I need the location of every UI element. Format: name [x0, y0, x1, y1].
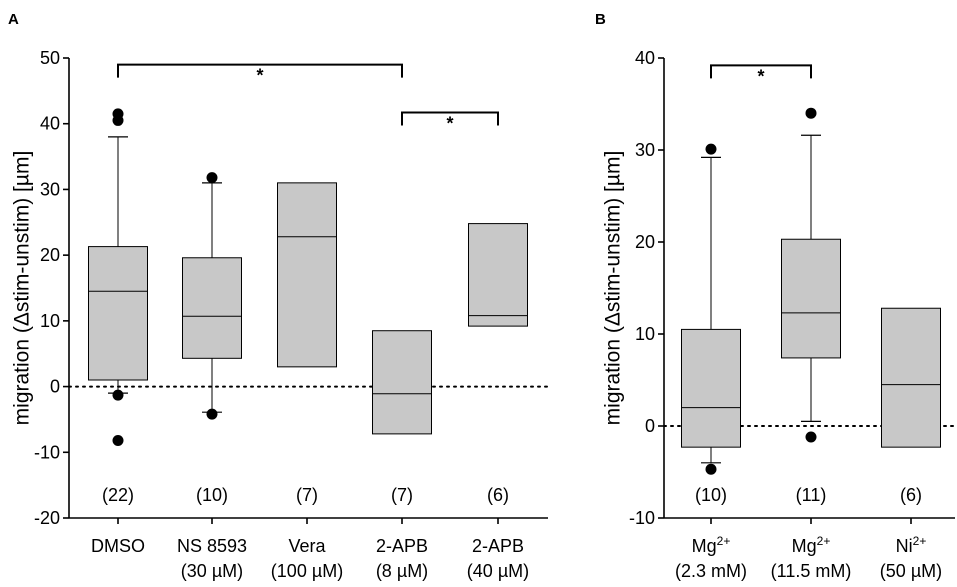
x-tick-label-superscript: 2+	[817, 534, 831, 548]
box	[88, 246, 148, 381]
group-n-label: (10)	[196, 485, 228, 505]
y-tick-label: 50	[40, 48, 60, 68]
group-n-label: (6)	[487, 485, 509, 505]
x-tick-label-sub: (2.3 mM)	[675, 561, 747, 581]
outlier-point	[112, 434, 124, 446]
x-tick-label: 2-APB	[472, 536, 524, 556]
x-tick-label-sub: (8 µM)	[376, 561, 428, 581]
panel-letter: A	[8, 11, 19, 28]
y-tick-label: 20	[40, 245, 60, 265]
group-n-label: (22)	[102, 485, 134, 505]
bracket-line	[710, 64, 812, 79]
x-tick-label-sub: (50 µM)	[880, 561, 942, 581]
y-tick-label: 40	[40, 114, 60, 134]
box-group: (7) 2-APB (8 µM)	[372, 330, 432, 581]
y-axis-title: migration (Δstim-unstim) [µm]	[602, 151, 625, 426]
box	[468, 223, 528, 327]
outlier-point	[805, 107, 817, 119]
outlier-point	[112, 389, 124, 401]
significance-bracket: *	[117, 63, 403, 86]
box-group: (10) Mg2+ (2.3 mM)	[675, 143, 747, 581]
panel-b: B -10 0 10 20 30 40 migration (Δstim-unstim) [µ…	[595, 11, 956, 581]
box-group: (22) DMSO	[88, 108, 148, 556]
x-tick-label-superscript: 2+	[717, 534, 731, 548]
y-tick-label: -10	[629, 508, 655, 528]
x-tick-label: DMSO	[91, 536, 145, 556]
box	[781, 238, 841, 359]
box-group: (7) Vera (100 µM)	[271, 182, 343, 581]
bracket-line	[401, 111, 499, 126]
outlier-point	[705, 463, 717, 475]
y-tick-label: -10	[34, 442, 60, 462]
significance-star: *	[446, 114, 453, 134]
significance-bracket: *	[710, 64, 812, 86]
significance-star: *	[256, 66, 263, 86]
group-n-label: (7)	[296, 485, 318, 505]
x-tick-label-sub: (30 µM)	[181, 561, 243, 581]
significance-bracket: *	[401, 111, 499, 134]
box	[372, 330, 432, 435]
x-tick-label-sub: (11.5 mM)	[771, 561, 852, 581]
x-tick-label: 2-APB	[376, 536, 428, 556]
y-tick-label: 0	[645, 416, 655, 436]
outlier-point	[206, 172, 218, 184]
box-group: (6) Ni2+ (50 µM)	[880, 307, 942, 581]
group-n-label: (11)	[796, 485, 827, 505]
group-n-label: (6)	[900, 485, 922, 505]
outlier-point	[206, 408, 218, 420]
x-tick-label: Mg2+	[692, 534, 731, 556]
box	[881, 307, 941, 448]
x-tick-label-superscript: 2+	[913, 534, 927, 548]
box	[182, 257, 242, 359]
y-tick-label: 10	[40, 311, 60, 331]
y-tick-label: 0	[50, 377, 60, 397]
x-tick-label-sub: (100 µM)	[271, 561, 343, 581]
x-tick-label: Vera	[288, 536, 326, 556]
panel-a: A -20 -10 0 10 20 30 40 50 migration (Δstim-unsti…	[8, 11, 549, 581]
x-tick-label: NS 8593	[177, 536, 247, 556]
bracket-line	[117, 63, 403, 78]
outlier-point	[112, 114, 124, 126]
box-group: (10) NS 8593 (30 µM)	[177, 172, 247, 581]
panel-letter: B	[595, 11, 606, 28]
box	[681, 328, 741, 448]
box-group: (11) Mg2+ (11.5 mM)	[771, 107, 852, 581]
box	[277, 182, 337, 368]
y-tick-label: -20	[34, 508, 60, 528]
x-tick-label-sub: (40 µM)	[467, 561, 529, 581]
y-tick-label: 20	[635, 232, 655, 252]
y-tick-label: 40	[635, 48, 655, 68]
outlier-point	[805, 431, 817, 443]
y-tick-label: 30	[40, 179, 60, 199]
outlier-point	[705, 143, 717, 155]
y-tick-label: 10	[635, 324, 655, 344]
y-axis-title: migration (Δstim-unstim) [µm]	[11, 151, 34, 426]
group-n-label: (10)	[695, 485, 727, 505]
y-tick-label: 30	[635, 140, 655, 160]
group-n-label: (7)	[391, 485, 413, 505]
box-group: (6) 2-APB (40 µM)	[467, 223, 529, 581]
x-tick-label: Mg2+	[792, 534, 831, 556]
significance-star: *	[757, 66, 764, 86]
x-tick-label: Ni2+	[896, 534, 927, 556]
